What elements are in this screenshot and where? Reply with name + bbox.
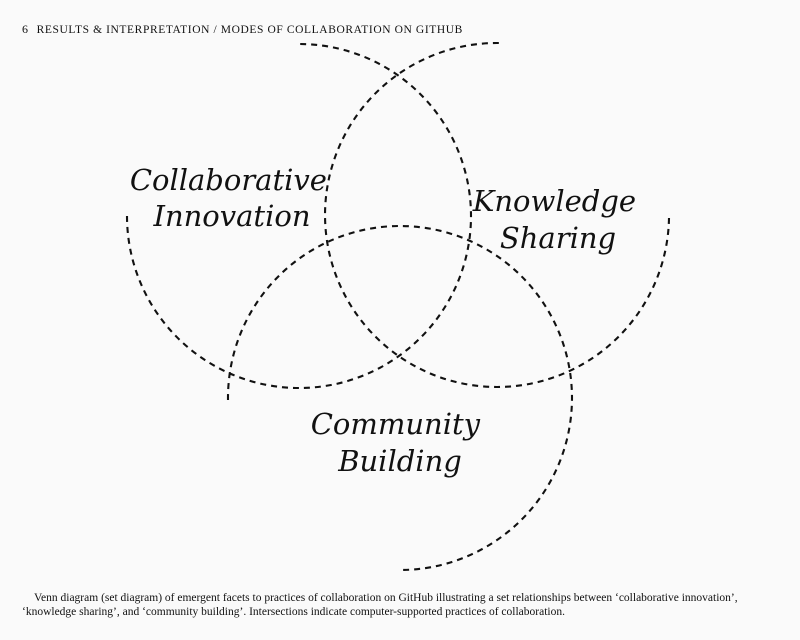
- label-knowledge-sharing: Knowledge Sharing: [472, 184, 646, 255]
- set-arc-community-building: [226, 224, 574, 572]
- running-header: 6 RESULTS & INTERPRETATION / MODES OF COL…: [22, 22, 463, 37]
- label-collaborative-innovation: Collaborative Innovation: [130, 163, 336, 233]
- header-title: RESULTS & INTERPRETATION / MODES OF COLL…: [36, 24, 463, 36]
- label-community-building: Community Building: [311, 407, 490, 478]
- page-number: 6: [22, 22, 29, 36]
- figure-caption: Venn diagram (set diagram) of emergent f…: [22, 592, 738, 618]
